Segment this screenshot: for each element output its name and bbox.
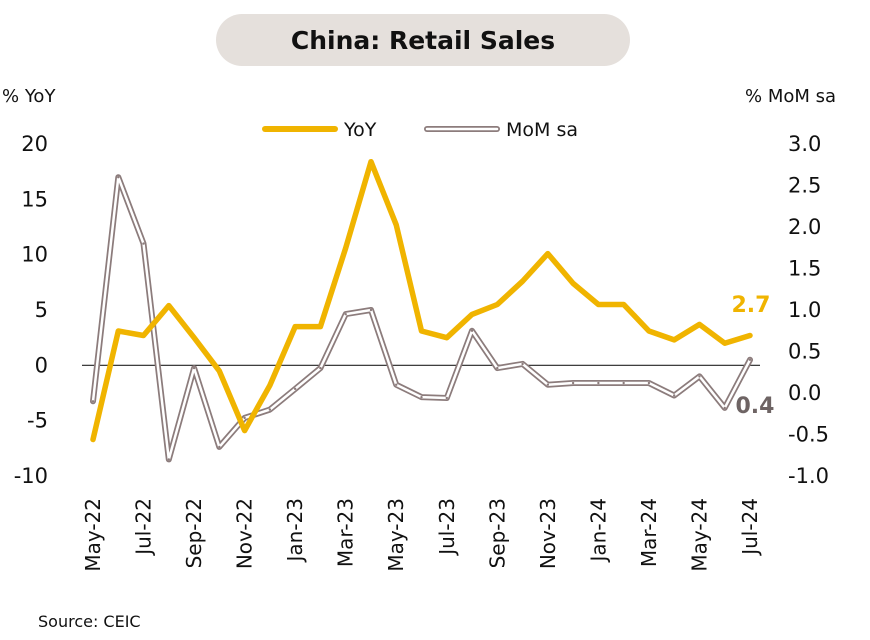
legend-mom-label: MoM sa xyxy=(506,119,578,141)
x-axis-tick-label: Jan-24 xyxy=(586,498,610,564)
x-axis-tick-label: Sep-22 xyxy=(182,498,206,568)
legend-yoy-label: YoY xyxy=(343,119,377,141)
yoy-point xyxy=(318,325,322,329)
left-axis-tick-label: 20 xyxy=(21,132,48,156)
mom-point xyxy=(395,383,398,386)
yoy-point xyxy=(420,329,423,333)
yoy-last-value-label: 2.7 xyxy=(732,293,771,318)
x-axis-tick-label: Mar-24 xyxy=(637,498,661,567)
yoy-point xyxy=(192,336,196,340)
mom-point xyxy=(117,176,120,179)
yoy-point xyxy=(91,437,95,441)
yoy-point xyxy=(243,429,247,433)
yoy-point xyxy=(571,281,575,285)
mom-point xyxy=(521,362,524,366)
yoy-point xyxy=(723,341,727,345)
x-axis-tick-label: Jul-22 xyxy=(132,498,156,557)
x-axis-tick-label: Mar-23 xyxy=(334,498,358,567)
yoy-point xyxy=(268,383,272,387)
x-axis-tick-label: Nov-23 xyxy=(536,498,560,569)
mom-point xyxy=(268,408,272,411)
yoy-point xyxy=(293,325,297,329)
right-axis-tick-label: 2.0 xyxy=(788,215,821,239)
mom-point xyxy=(218,445,221,449)
yoy-point xyxy=(521,279,525,283)
yoy-point xyxy=(697,322,701,326)
mom-point xyxy=(142,242,145,245)
mom-point xyxy=(672,394,676,397)
yoy-point xyxy=(622,302,626,306)
yoy-point xyxy=(142,333,146,337)
mom-point xyxy=(723,406,726,410)
yoy-point xyxy=(445,336,449,340)
mom-point xyxy=(293,387,297,391)
yoy-point xyxy=(596,302,600,306)
mom-point xyxy=(546,383,550,386)
yoy-point xyxy=(546,252,550,256)
mom-last-value-label: 0.4 xyxy=(736,394,775,419)
right-axis-tick-label: -0.5 xyxy=(788,423,829,447)
mom-series-line xyxy=(91,175,752,461)
mom-point xyxy=(748,358,752,361)
mom-point xyxy=(597,381,600,385)
mom-point xyxy=(698,375,701,378)
x-axis-tick-label: Jul-24 xyxy=(738,498,762,557)
yoy-point xyxy=(167,304,171,308)
yoy-point xyxy=(647,329,651,333)
yoy-point xyxy=(672,338,676,342)
right-axis-tick-label: 0.0 xyxy=(788,381,821,405)
yoy-point xyxy=(394,223,398,227)
mom-point xyxy=(344,312,347,316)
x-axis-tick-label: May-22 xyxy=(81,498,105,572)
mom-point xyxy=(647,381,651,385)
yoy-point xyxy=(369,160,373,164)
mom-series-line-outline xyxy=(90,174,753,463)
x-axis-tick-label: Jan-23 xyxy=(283,498,307,564)
mom-point xyxy=(192,366,196,370)
right-axis-tick-label: 3.0 xyxy=(788,132,821,156)
mom-point xyxy=(319,366,322,370)
right-axis-tick-label: 0.5 xyxy=(788,340,821,364)
right-axis-tick-label: -1.0 xyxy=(788,464,829,488)
mom-point xyxy=(91,400,95,403)
right-axis-tick-label: 1.5 xyxy=(788,257,821,281)
mom-point xyxy=(420,395,423,399)
chart-title: China: Retail Sales xyxy=(216,14,630,66)
left-axis-tick-label: 10 xyxy=(21,243,48,267)
mom-point xyxy=(470,329,474,332)
x-axis-tick-label: May-24 xyxy=(687,498,711,572)
x-axis-tick-label: Jul-23 xyxy=(435,498,459,557)
right-axis-unit-label: % MoM sa xyxy=(745,86,837,107)
mom-point xyxy=(571,381,575,385)
mom-point xyxy=(622,381,625,385)
yoy-point xyxy=(470,312,474,316)
left-axis-unit-label: % YoY xyxy=(2,86,56,107)
right-axis-tick-label: 2.5 xyxy=(788,174,821,198)
yoy-point xyxy=(495,302,499,306)
x-axis-tick-label: Sep-23 xyxy=(485,498,509,568)
x-axis-tick-label: Nov-22 xyxy=(233,498,257,569)
left-axis-tick-label: -10 xyxy=(14,464,48,488)
right-axis-tick-label: 1.0 xyxy=(788,298,821,322)
mom-point xyxy=(496,366,499,370)
left-axis-tick-label: 5 xyxy=(35,298,48,322)
mom-point xyxy=(445,396,448,400)
x-axis-tick-label: May-23 xyxy=(384,498,408,572)
yoy-point xyxy=(217,369,221,373)
left-axis-tick-label: 15 xyxy=(21,187,48,211)
yoy-point xyxy=(344,246,348,250)
yoy-point xyxy=(748,333,752,337)
mom-point xyxy=(369,308,373,312)
mom-point xyxy=(167,458,171,461)
source-note: Source: CEIC xyxy=(38,612,141,631)
left-axis-tick-label: -5 xyxy=(27,409,48,433)
mom-point xyxy=(243,416,246,420)
yoy-point xyxy=(116,329,120,333)
left-axis-tick-label: 0 xyxy=(35,353,48,377)
